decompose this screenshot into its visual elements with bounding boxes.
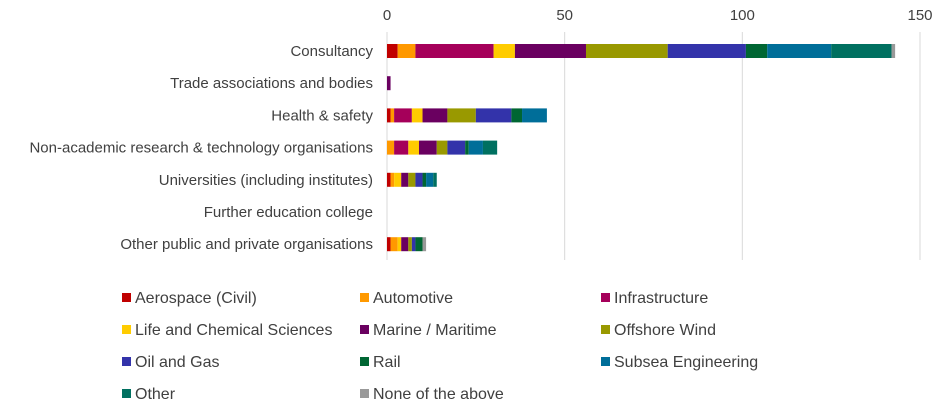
bar-segment [465, 140, 469, 155]
bar-segment [390, 172, 395, 187]
bar-segment [433, 172, 437, 187]
bar-segment [411, 237, 416, 252]
bar-segment [422, 108, 448, 123]
legend-label: Offshore Wind [614, 322, 716, 339]
category-label: Consultancy [290, 43, 373, 60]
bar-segment [397, 44, 416, 58]
legend-label: Aerospace (Civil) [135, 290, 257, 307]
legend-label: Marine / Maritime [373, 322, 497, 339]
bar-segment [387, 108, 391, 123]
bar-segment [667, 44, 746, 58]
bar-segment [387, 76, 391, 91]
bar-segment [387, 44, 398, 58]
legend-swatch [122, 293, 131, 302]
legend-label: Life and Chemical Sciences [135, 322, 332, 339]
category-labels: Consultancy Trade associations and bodies… [29, 43, 373, 253]
bar-segment [831, 44, 892, 58]
legend-swatch [601, 357, 610, 366]
legend-swatch [360, 325, 369, 334]
bar-segment [415, 172, 423, 187]
bar-segment [767, 44, 832, 58]
legend-swatch [601, 293, 610, 302]
x-tick-label: 0 [383, 7, 391, 24]
legend-swatch [360, 293, 369, 302]
x-tick-label: 50 [556, 7, 573, 24]
category-label: Universities (including institutes) [159, 172, 373, 189]
legend-swatch [601, 325, 610, 334]
legend-label: Infrastructure [614, 290, 708, 307]
bar-segment [408, 140, 419, 155]
bar-segment [585, 44, 668, 58]
bar-segment [482, 140, 498, 155]
bar-segment [415, 44, 494, 58]
category-label: Non-academic research & technology organ… [29, 140, 373, 157]
legend-label: Other [135, 386, 176, 403]
legend: Aerospace (Civil) Automotive Infrastructur… [122, 290, 758, 403]
bar-segment [418, 140, 437, 155]
legend-swatch [122, 357, 131, 366]
bar-segment [745, 44, 768, 58]
category-label: Health & safety [271, 107, 373, 124]
bars [387, 44, 896, 252]
legend-swatch [360, 389, 369, 398]
bar-segment [401, 172, 409, 187]
legend-swatch [122, 325, 131, 334]
bar-segment [408, 237, 412, 252]
bar-segment [408, 172, 416, 187]
bar-segment [511, 108, 523, 123]
legend-label: Subsea Engineering [614, 354, 758, 371]
bar-segment [411, 108, 423, 123]
category-label: Further education college [204, 204, 373, 221]
category-label: Other public and private organisations [120, 236, 373, 253]
x-axis-ticks: 0 50 100 150 [383, 7, 933, 24]
bar-segment [387, 140, 395, 155]
bar-segment [426, 172, 434, 187]
x-tick-label: 100 [730, 7, 755, 24]
bar-segment [390, 108, 395, 123]
legend-swatch [360, 357, 369, 366]
bar-segment [415, 237, 423, 252]
x-tick-label: 150 [907, 7, 932, 24]
category-label: Trade associations and bodies [170, 75, 373, 92]
bar-segment [475, 108, 512, 123]
bar-segment [468, 140, 483, 155]
bar-segment [493, 44, 515, 58]
legend-label: Automotive [373, 290, 453, 307]
bar-segment [891, 44, 896, 58]
bar-segment [447, 140, 466, 155]
bar-segment [422, 237, 427, 252]
bar-segment [394, 172, 402, 187]
bar-segment [522, 108, 547, 123]
bar-segment [387, 172, 391, 187]
bar-segment [387, 237, 391, 252]
bar-segment [436, 140, 448, 155]
legend-swatch [122, 389, 131, 398]
legend-label: Rail [373, 354, 401, 371]
legend-label: None of the above [373, 386, 504, 403]
bar-segment [422, 172, 427, 187]
bar-segment [401, 237, 409, 252]
bar-segment [394, 108, 412, 123]
bar-segment [514, 44, 586, 58]
bar-segment [397, 237, 402, 252]
bar-segment [394, 140, 409, 155]
legend-label: Oil and Gas [135, 354, 219, 371]
bar-segment [447, 108, 476, 123]
bar-segment [390, 237, 398, 252]
